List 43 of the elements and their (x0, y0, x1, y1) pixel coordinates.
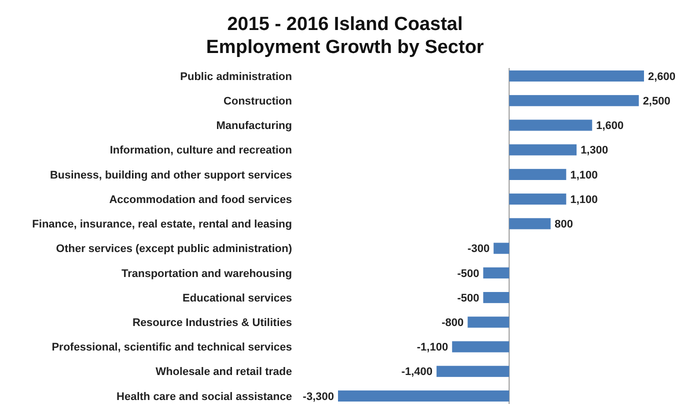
data-label: -1,100 (416, 342, 448, 354)
data-label: 2,600 (648, 70, 676, 83)
bar (452, 341, 510, 352)
bar (509, 194, 566, 205)
y-tick-label: Professional, scientific and technical services (52, 342, 292, 354)
y-tick-label: Business, building and other support services (50, 169, 292, 182)
data-label: 1,600 (596, 120, 624, 132)
y-tick-label: Other services (except public administration) (56, 243, 292, 256)
y-tick-label: Educational services (182, 292, 292, 304)
y-tick-label: Construction (224, 95, 292, 108)
y-tick-label: Public administration (180, 70, 292, 83)
bar (509, 120, 592, 131)
y-tick-label: Resource Industries & Utilities (132, 317, 292, 330)
data-label: 1,300 (580, 144, 608, 157)
bar (483, 292, 510, 304)
y-tick-label: Wholesale and retail trade (156, 366, 292, 378)
bar (509, 70, 644, 82)
data-label: -300 (468, 243, 490, 256)
bar (509, 168, 566, 180)
y-tick-label: Manufacturing (216, 120, 292, 132)
bar (483, 267, 510, 278)
data-label: -800 (442, 317, 464, 330)
y-tick-label: Finance, insurance, real estate, rental and leasing (32, 218, 292, 231)
data-label: 2,500 (642, 95, 670, 108)
y-tick-label: Health care and social assistance (116, 390, 292, 403)
bar (436, 366, 510, 377)
data-label: 1,100 (570, 194, 598, 206)
bar (509, 95, 639, 106)
data-label: -1,400 (401, 366, 433, 378)
bar (468, 316, 510, 328)
data-label: -500 (457, 268, 480, 280)
bar (509, 144, 577, 156)
bar (494, 242, 510, 254)
data-label: -3,300 (302, 390, 334, 403)
chart-title: 2015 - 2016 Island Coastal Employment Growth by Sector (206, 14, 484, 58)
y-tick-label: Accommodation and food services (109, 194, 292, 206)
data-label: -500 (457, 292, 480, 304)
bar (509, 218, 551, 230)
data-label: 800 (554, 218, 574, 231)
y-tick-label: Transportation and warehousing (121, 268, 292, 280)
bar (338, 390, 510, 402)
data-label: 1,100 (570, 169, 598, 182)
y-tick-label: Information, culture and recreation (110, 144, 292, 157)
